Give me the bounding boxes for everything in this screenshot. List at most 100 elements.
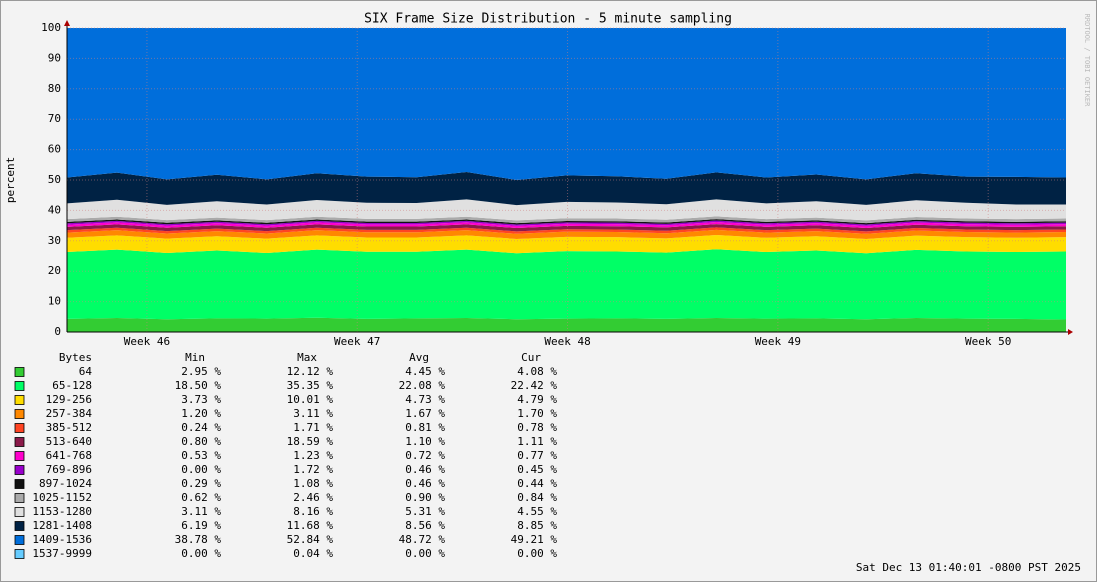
legend-swatch bbox=[14, 451, 25, 461]
y-tick-label: 60 bbox=[48, 143, 61, 156]
legend-entry: 129-256 bbox=[46, 393, 92, 406]
legend-swatch bbox=[14, 381, 25, 391]
legend-stat: 52.84 % bbox=[287, 533, 334, 546]
legend-stat: 4.73 % bbox=[405, 393, 445, 406]
legend-swatch bbox=[14, 395, 25, 405]
legend-stat: 2.46 % bbox=[293, 491, 333, 504]
area bbox=[67, 235, 1066, 254]
legend-swatch bbox=[14, 521, 25, 531]
y-axis-arrow bbox=[64, 20, 70, 26]
x-tick-label: Week 49 bbox=[755, 335, 801, 348]
legend-swatch bbox=[14, 367, 25, 377]
y-tick-label: 70 bbox=[48, 112, 61, 125]
legend-stat: 0.72 % bbox=[405, 449, 445, 462]
legend-stat: 0.29 % bbox=[181, 477, 221, 490]
grid: 0 10 20 30 40 50 60 70 80 90 100 Week 46 Week 47 Week… bbox=[41, 21, 1066, 348]
legend-stat: 0.00 % bbox=[181, 463, 221, 476]
legend-stat: 0.81 % bbox=[405, 421, 445, 434]
legend-stat: 0.04 % bbox=[293, 547, 333, 560]
x-tick-label: Week 50 bbox=[965, 335, 1011, 348]
area bbox=[67, 227, 1066, 234]
legend-stat: 38.78 % bbox=[175, 533, 222, 546]
legend-entry: 769-896 bbox=[46, 463, 92, 476]
legend-stat: 1.08 % bbox=[293, 477, 333, 490]
legend-stat: 0.00 % bbox=[517, 547, 557, 560]
legend-header: Cur bbox=[521, 351, 541, 364]
legend-header: Min bbox=[185, 351, 205, 364]
legend-entry: 385-512 bbox=[46, 421, 92, 434]
y-tick-label: 20 bbox=[48, 264, 61, 277]
legend-swatch bbox=[14, 507, 25, 517]
area bbox=[67, 199, 1066, 221]
legend-stat: 6.19 % bbox=[181, 519, 221, 532]
legend-stat: 35.35 % bbox=[287, 379, 334, 392]
legend-swatch bbox=[14, 465, 25, 475]
legend-stat: 3.11 % bbox=[181, 505, 221, 518]
legend-stat: 4.45 % bbox=[405, 365, 445, 378]
legend-entry: 1025-1152 bbox=[32, 491, 92, 504]
legend-swatch bbox=[14, 409, 25, 419]
legend-stat: 0.24 % bbox=[181, 421, 221, 434]
legend-swatch bbox=[14, 493, 25, 503]
area bbox=[67, 317, 1066, 332]
legend-entry: 897-1024 bbox=[39, 477, 92, 490]
legend-stat: 8.56 % bbox=[405, 519, 445, 532]
legend: Bytes Min Max Avg Cur 64 2.95 % 12.12 % 4.45 % 4.… bbox=[14, 351, 558, 560]
area bbox=[67, 219, 1066, 225]
area bbox=[67, 224, 1066, 232]
area bbox=[67, 229, 1066, 239]
y-tick-label: 40 bbox=[48, 203, 61, 216]
legend-stat: 4.55 % bbox=[517, 505, 557, 518]
y-tick-label: 50 bbox=[48, 173, 61, 186]
timestamp: Sat Dec 13 01:40:01 -0800 PST 2025 bbox=[856, 561, 1081, 574]
y-tick-label: 30 bbox=[48, 234, 61, 247]
legend-entry: 1153-1280 bbox=[32, 505, 92, 518]
legend-stat: 1.20 % bbox=[181, 407, 221, 420]
x-tick-label: Week 47 bbox=[334, 335, 380, 348]
legend-stat: 22.42 % bbox=[511, 379, 558, 392]
legend-swatch bbox=[14, 549, 25, 559]
legend-swatch bbox=[14, 535, 25, 545]
legend-stat: 1.67 % bbox=[405, 407, 445, 420]
legend-stat: 8.16 % bbox=[293, 505, 333, 518]
legend-stat: 3.73 % bbox=[181, 393, 221, 406]
chart-title: SIX Frame Size Distribution - 5 minute s… bbox=[364, 12, 732, 27]
legend-entry: 64 bbox=[79, 365, 93, 378]
legend-swatch bbox=[14, 423, 25, 433]
legend-stat: 0.78 % bbox=[517, 421, 557, 434]
legend-stat: 0.00 % bbox=[405, 547, 445, 560]
legend-stat: 0.00 % bbox=[181, 547, 221, 560]
legend-stat: 4.79 % bbox=[517, 393, 557, 406]
legend-entry: 1281-1408 bbox=[32, 519, 92, 532]
legend-stat: 0.62 % bbox=[181, 491, 221, 504]
legend-stat: 0.84 % bbox=[517, 491, 557, 504]
area bbox=[67, 249, 1066, 320]
legend-stat: 1.10 % bbox=[405, 435, 445, 448]
legend-stat: 11.68 % bbox=[287, 519, 334, 532]
y-tick-label: 10 bbox=[48, 295, 61, 308]
legend-stat: 18.59 % bbox=[287, 435, 334, 448]
legend-stat: 0.45 % bbox=[517, 463, 557, 476]
legend-stat: 12.12 % bbox=[287, 365, 334, 378]
watermark: RRDTOOL / TOBI OETIKER bbox=[1083, 14, 1091, 108]
legend-stat: 1.71 % bbox=[293, 421, 333, 434]
x-tick-label: Week 46 bbox=[124, 335, 170, 348]
legend-stat: 22.08 % bbox=[399, 379, 446, 392]
area bbox=[67, 220, 1066, 226]
y-axis-label: percent bbox=[4, 157, 17, 203]
legend-entry: 1409-1536 bbox=[32, 533, 92, 546]
legend-stat: 0.77 % bbox=[517, 449, 557, 462]
legend-stat: 8.85 % bbox=[517, 519, 557, 532]
legend-stat: 0.80 % bbox=[181, 435, 221, 448]
legend-stat: 18.50 % bbox=[175, 379, 222, 392]
legend-stat: 49.21 % bbox=[511, 533, 558, 546]
legend-entry: 641-768 bbox=[46, 449, 92, 462]
legend-stat: 0.53 % bbox=[181, 449, 221, 462]
legend-stat: 2.95 % bbox=[181, 365, 221, 378]
legend-stat: 5.31 % bbox=[405, 505, 445, 518]
area bbox=[67, 28, 1066, 180]
x-tick-label: Week 48 bbox=[544, 335, 590, 348]
legend-swatch bbox=[14, 437, 25, 447]
legend-stat: 1.11 % bbox=[517, 435, 557, 448]
